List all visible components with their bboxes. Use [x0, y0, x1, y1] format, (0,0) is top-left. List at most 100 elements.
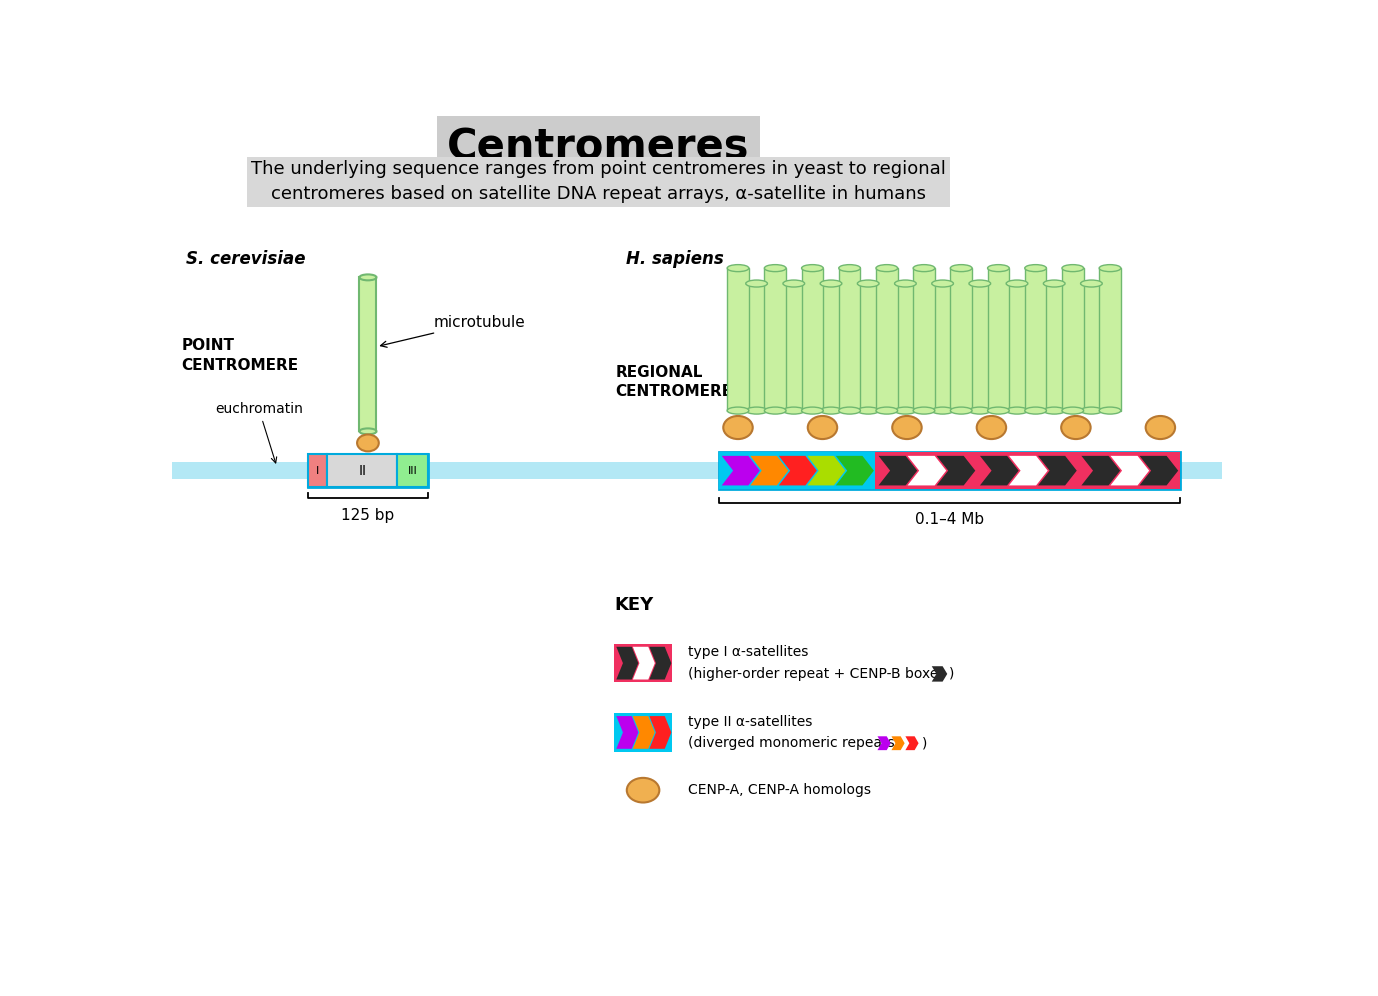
Ellipse shape — [802, 265, 823, 272]
Ellipse shape — [932, 407, 954, 414]
Bar — [820, 284, 842, 410]
Bar — [914, 268, 934, 410]
Ellipse shape — [1145, 416, 1175, 439]
Ellipse shape — [932, 280, 954, 287]
Ellipse shape — [839, 407, 860, 414]
Polygon shape — [649, 646, 671, 679]
Bar — [615, 462, 1222, 479]
Ellipse shape — [892, 416, 922, 439]
Polygon shape — [616, 716, 638, 749]
Ellipse shape — [745, 407, 768, 414]
Ellipse shape — [360, 428, 376, 434]
Polygon shape — [722, 456, 759, 485]
Ellipse shape — [820, 280, 842, 287]
Text: euchromatin: euchromatin — [215, 402, 303, 463]
Bar — [397, 454, 429, 487]
Ellipse shape — [977, 416, 1006, 439]
Bar — [327, 454, 397, 487]
Ellipse shape — [360, 275, 376, 280]
Ellipse shape — [783, 407, 805, 414]
Polygon shape — [779, 456, 817, 485]
Bar — [932, 284, 954, 410]
Bar — [783, 284, 805, 410]
Polygon shape — [1140, 456, 1178, 485]
Text: CENP-A, CENP-A homologs: CENP-A, CENP-A homologs — [688, 783, 871, 797]
Ellipse shape — [1061, 416, 1090, 439]
Bar — [307, 454, 429, 487]
Ellipse shape — [969, 280, 991, 287]
Bar — [360, 277, 376, 431]
Ellipse shape — [1006, 407, 1028, 414]
Ellipse shape — [894, 280, 916, 287]
Bar — [875, 452, 1180, 489]
Polygon shape — [937, 456, 976, 485]
Ellipse shape — [839, 265, 860, 272]
Text: 125 bp: 125 bp — [342, 508, 394, 523]
Bar — [876, 268, 897, 410]
Ellipse shape — [723, 416, 752, 439]
Text: 0.1–4 Mb: 0.1–4 Mb — [915, 512, 984, 527]
Bar — [857, 284, 879, 410]
Ellipse shape — [1080, 280, 1102, 287]
Ellipse shape — [357, 434, 379, 451]
Bar — [615, 713, 672, 752]
Text: ): ) — [949, 667, 954, 681]
Text: POINT
CENTROMERE: POINT CENTROMERE — [182, 338, 299, 373]
Ellipse shape — [1025, 407, 1046, 414]
Bar — [894, 284, 916, 410]
Ellipse shape — [1100, 265, 1120, 272]
Polygon shape — [616, 646, 638, 679]
Ellipse shape — [857, 407, 879, 414]
Ellipse shape — [988, 265, 1009, 272]
Ellipse shape — [627, 778, 659, 803]
Text: (higher-order repeat + CENP-B boxes: (higher-order repeat + CENP-B boxes — [688, 667, 949, 681]
Bar — [728, 268, 748, 410]
Bar — [307, 454, 327, 487]
Ellipse shape — [988, 407, 1009, 414]
Bar — [718, 452, 875, 489]
Ellipse shape — [728, 407, 748, 414]
Polygon shape — [1009, 456, 1047, 485]
Polygon shape — [905, 736, 919, 750]
Ellipse shape — [876, 407, 897, 414]
Text: Centromeres: Centromeres — [448, 126, 750, 168]
Ellipse shape — [820, 407, 842, 414]
Polygon shape — [892, 736, 904, 750]
Ellipse shape — [1080, 407, 1102, 414]
Polygon shape — [750, 456, 788, 485]
Ellipse shape — [1043, 280, 1065, 287]
Ellipse shape — [1025, 265, 1046, 272]
Bar — [1006, 284, 1028, 410]
Ellipse shape — [969, 407, 991, 414]
Polygon shape — [633, 646, 655, 679]
Bar — [745, 284, 768, 410]
Ellipse shape — [1006, 280, 1028, 287]
Text: REGIONAL
CENTROMERE: REGIONAL CENTROMERE — [616, 365, 733, 399]
Ellipse shape — [765, 265, 785, 272]
Text: type II α-satellites: type II α-satellites — [688, 715, 812, 729]
Text: KEY: KEY — [615, 597, 653, 615]
Text: ): ) — [922, 736, 927, 750]
Polygon shape — [980, 456, 1018, 485]
Ellipse shape — [894, 407, 916, 414]
Polygon shape — [878, 736, 890, 750]
Polygon shape — [1111, 456, 1149, 485]
Ellipse shape — [1100, 407, 1120, 414]
Bar — [765, 268, 785, 410]
Bar — [1043, 284, 1065, 410]
Polygon shape — [633, 716, 655, 749]
Bar — [951, 268, 971, 410]
Bar — [1062, 268, 1083, 410]
Ellipse shape — [951, 265, 971, 272]
Ellipse shape — [808, 416, 838, 439]
Bar — [839, 268, 860, 410]
Text: type I α-satellites: type I α-satellites — [688, 645, 808, 659]
Bar — [988, 268, 1009, 410]
Bar — [802, 268, 823, 410]
Text: The underlying sequence ranges from point centromeres in yeast to regional
centr: The underlying sequence ranges from poin… — [251, 160, 945, 203]
Bar — [718, 452, 1180, 489]
Text: (diverged monomeric repeats: (diverged monomeric repeats — [688, 736, 898, 750]
Text: H. sapiens: H. sapiens — [626, 250, 723, 268]
Ellipse shape — [857, 280, 879, 287]
Bar — [172, 462, 653, 479]
